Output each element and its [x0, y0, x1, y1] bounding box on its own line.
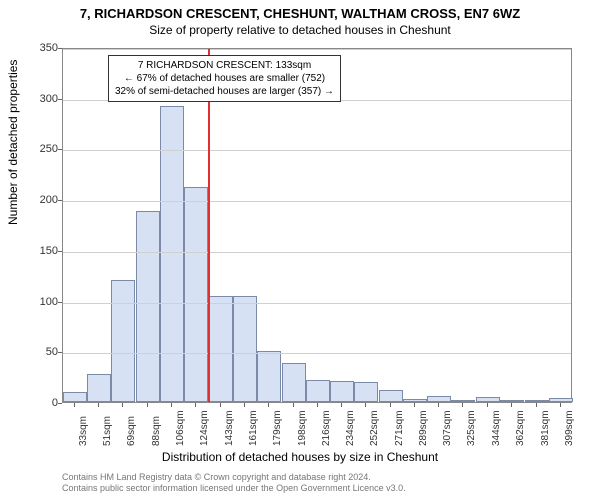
- x-tick-mark: [244, 403, 245, 407]
- x-tick-mark: [268, 403, 269, 407]
- x-tick-label: 344sqm: [491, 410, 502, 446]
- x-tick-mark: [487, 403, 488, 407]
- x-tick-label: 179sqm: [272, 410, 283, 446]
- y-axis-label: Number of detached properties: [6, 60, 20, 225]
- y-tick-mark: [58, 149, 62, 150]
- x-tick-label: 51sqm: [102, 416, 113, 446]
- histogram-bar: [500, 400, 524, 402]
- y-tick-mark: [58, 48, 62, 49]
- histogram-bar: [282, 363, 306, 402]
- histogram-bar: [403, 399, 427, 402]
- y-tick-label: 350: [34, 42, 58, 54]
- y-tick-mark: [58, 403, 62, 404]
- x-tick-label: 69sqm: [126, 416, 137, 446]
- x-tick-label: 88sqm: [151, 416, 162, 446]
- x-tick-label: 399sqm: [564, 410, 575, 446]
- y-tick-mark: [58, 251, 62, 252]
- x-tick-label: 143sqm: [224, 410, 235, 446]
- x-tick-label: 307sqm: [442, 410, 453, 446]
- title-subtitle: Size of property relative to detached ho…: [0, 21, 600, 37]
- x-tick-label: 234sqm: [345, 410, 356, 446]
- histogram-bar: [233, 296, 257, 403]
- x-tick-mark: [390, 403, 391, 407]
- x-tick-label: 381sqm: [540, 410, 551, 446]
- x-tick-mark: [341, 403, 342, 407]
- histogram-bar: [87, 374, 111, 402]
- histogram-bar: [63, 392, 87, 402]
- histogram-bar: [549, 398, 573, 402]
- y-tick-label: 250: [34, 143, 58, 155]
- x-tick-mark: [462, 403, 463, 407]
- info-line-1: 7 RICHARDSON CRESCENT: 133sqm: [115, 59, 334, 72]
- x-tick-mark: [365, 403, 366, 407]
- histogram-bar: [379, 390, 403, 402]
- histogram-bar: [184, 187, 208, 402]
- gridline: [63, 201, 571, 202]
- footer-line-1: Contains HM Land Registry data © Crown c…: [62, 472, 406, 483]
- y-tick-label: 200: [34, 194, 58, 206]
- histogram-bar: [476, 397, 500, 402]
- x-tick-label: 198sqm: [297, 410, 308, 446]
- histogram-bar: [525, 400, 549, 402]
- title-address: 7, RICHARDSON CRESCENT, CHESHUNT, WALTHA…: [0, 0, 600, 21]
- x-tick-mark: [511, 403, 512, 407]
- x-tick-label: 124sqm: [199, 410, 210, 446]
- chart-container: 7, RICHARDSON CRESCENT, CHESHUNT, WALTHA…: [0, 0, 600, 500]
- histogram-bar: [257, 351, 281, 402]
- x-tick-mark: [317, 403, 318, 407]
- histogram-bar: [209, 296, 233, 403]
- x-tick-mark: [122, 403, 123, 407]
- histogram-bar: [354, 382, 378, 402]
- histogram-bar: [451, 400, 475, 402]
- y-tick-label: 50: [34, 346, 58, 358]
- x-tick-mark: [536, 403, 537, 407]
- x-tick-mark: [147, 403, 148, 407]
- x-tick-label: 216sqm: [321, 410, 332, 446]
- histogram-bar: [111, 280, 135, 402]
- histogram-bar: [136, 211, 160, 402]
- footer: Contains HM Land Registry data © Crown c…: [62, 472, 406, 494]
- info-box: 7 RICHARDSON CRESCENT: 133sqm ← 67% of d…: [108, 55, 341, 102]
- gridline: [63, 150, 571, 151]
- y-tick-mark: [58, 352, 62, 353]
- histogram-bar: [427, 396, 451, 402]
- y-tick-label: 100: [34, 296, 58, 308]
- x-tick-mark: [293, 403, 294, 407]
- x-tick-label: 289sqm: [418, 410, 429, 446]
- histogram-bar: [306, 380, 330, 402]
- y-tick-label: 0: [34, 397, 58, 409]
- y-tick-label: 300: [34, 93, 58, 105]
- x-tick-label: 325sqm: [466, 410, 477, 446]
- x-tick-mark: [414, 403, 415, 407]
- y-tick-label: 150: [34, 245, 58, 257]
- x-tick-mark: [171, 403, 172, 407]
- footer-line-2: Contains public sector information licen…: [62, 483, 406, 494]
- plot-area: 7 RICHARDSON CRESCENT: 133sqm ← 67% of d…: [62, 48, 572, 403]
- x-tick-label: 161sqm: [248, 410, 259, 446]
- y-tick-mark: [58, 200, 62, 201]
- x-tick-label: 106sqm: [175, 410, 186, 446]
- y-tick-mark: [58, 302, 62, 303]
- x-tick-mark: [74, 403, 75, 407]
- gridline: [63, 252, 571, 253]
- gridline: [63, 303, 571, 304]
- gridline: [63, 353, 571, 354]
- x-tick-label: 252sqm: [369, 410, 380, 446]
- info-line-3: 32% of semi-detached houses are larger (…: [115, 85, 334, 98]
- x-tick-label: 271sqm: [394, 410, 405, 446]
- x-tick-mark: [560, 403, 561, 407]
- x-tick-mark: [195, 403, 196, 407]
- info-line-2: ← 67% of detached houses are smaller (75…: [115, 72, 334, 85]
- x-tick-mark: [220, 403, 221, 407]
- y-tick-mark: [58, 99, 62, 100]
- x-tick-label: 362sqm: [515, 410, 526, 446]
- x-tick-label: 33sqm: [78, 416, 89, 446]
- x-tick-mark: [98, 403, 99, 407]
- x-axis-label: Distribution of detached houses by size …: [0, 450, 600, 464]
- gridline: [63, 49, 571, 50]
- x-tick-mark: [438, 403, 439, 407]
- histogram-bar: [330, 381, 354, 402]
